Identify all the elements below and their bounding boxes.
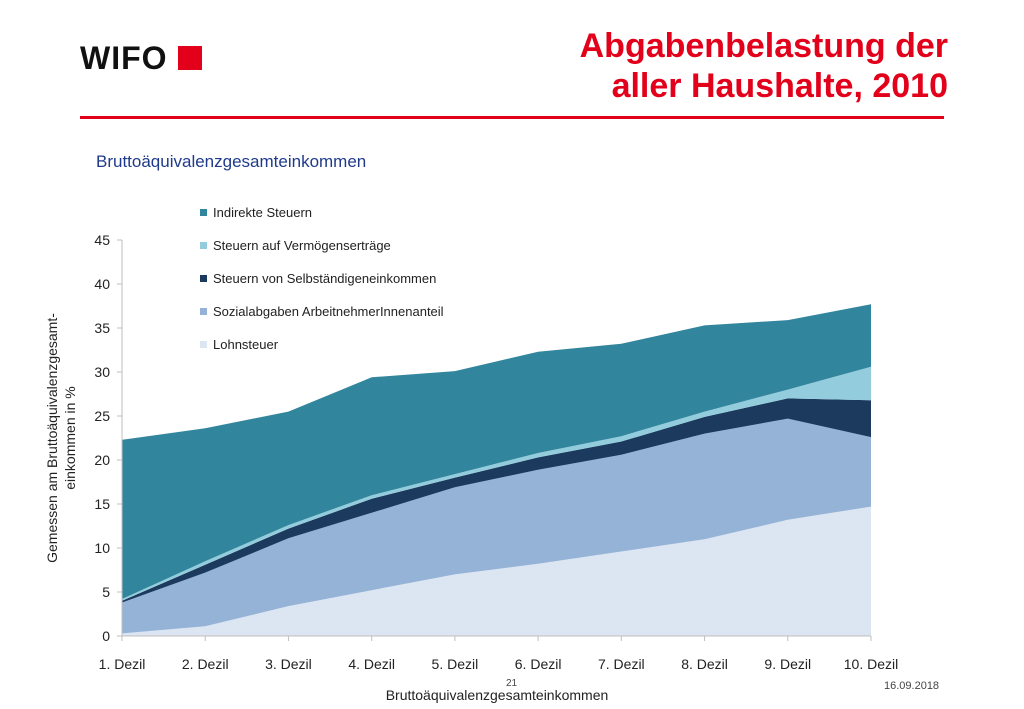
y-tick-label-0: 0 <box>102 628 110 644</box>
y-tick-label-6: 30 <box>94 364 110 380</box>
logo-text: WIFO <box>80 39 168 76</box>
y-tick-label-5: 25 <box>94 408 110 424</box>
legend-label-2: Steuern von Selbständigeneinkommen <box>213 271 436 286</box>
title-line-2: aller Haushalte, 2010 <box>611 67 948 105</box>
page-number: 21 <box>506 678 518 689</box>
title-line-1: Abgabenbelastung der <box>579 27 948 65</box>
y-tick-label-9: 45 <box>94 232 110 248</box>
legend-swatch-2 <box>200 275 207 282</box>
y-tick-label-7: 35 <box>94 320 110 336</box>
footer-date: 16.09.2018 <box>884 680 940 692</box>
slide-title: Abgabenbelastung der aller Haushalte, 20… <box>580 26 948 106</box>
y-tick-label-4: 20 <box>94 452 110 468</box>
x-tick-label-6: 7. Dezil <box>598 656 645 672</box>
area-series-2 <box>122 398 871 603</box>
x-tick-label-8: 9. Dezil <box>764 656 811 672</box>
legend-label-3: Sozialabgaben ArbeitnehmerInnenanteil <box>213 304 444 319</box>
y-tick-label-8: 40 <box>94 276 110 292</box>
chart-subtitle: Bruttoäquivalenzgesamteinkommen <box>96 152 367 171</box>
y-tick-label-2: 10 <box>94 540 110 556</box>
x-tick-label-4: 5. Dezil <box>432 656 479 672</box>
legend-swatch-1 <box>200 242 207 249</box>
legend-label-0: Indirekte Steuern <box>213 205 312 220</box>
x-tick-label-2: 3. Dezil <box>265 656 312 672</box>
title-divider <box>80 116 944 119</box>
x-tick-label-3: 4. Dezil <box>348 656 395 672</box>
legend-swatch-3 <box>200 308 207 315</box>
x-tick-label-0: 1. Dezil <box>99 656 146 672</box>
logo-square-icon <box>177 46 202 70</box>
legend-swatch-0 <box>200 209 207 216</box>
legend-swatch-4 <box>200 341 207 348</box>
x-tick-label-9: 10. Dezil <box>844 656 898 672</box>
x-tick-label-7: 8. Dezil <box>681 656 728 672</box>
y-tick-label-1: 5 <box>102 584 110 600</box>
x-axis-title: Bruttoäquivalenzgesamteinkommen <box>386 687 609 703</box>
wifo-logo: WIFO <box>80 40 202 76</box>
area-series-3 <box>122 366 871 601</box>
area-series-4 <box>122 304 871 599</box>
legend-label-1: Steuern auf Vermögenserträge <box>213 238 391 253</box>
x-tick-label-1: 2. Dezil <box>182 656 229 672</box>
legend-label-4: Lohnsteuer <box>213 337 279 352</box>
y-axis-title-line-1: Gemessen am Bruttoäquivalenzgesamt- <box>44 313 60 563</box>
y-tick-label-3: 15 <box>94 496 110 512</box>
area-series-1 <box>122 418 871 634</box>
area-series-0 <box>122 506 871 636</box>
x-tick-label-5: 6. Dezil <box>515 656 562 672</box>
y-axis-title-line-2: einkommen in % <box>62 386 78 490</box>
